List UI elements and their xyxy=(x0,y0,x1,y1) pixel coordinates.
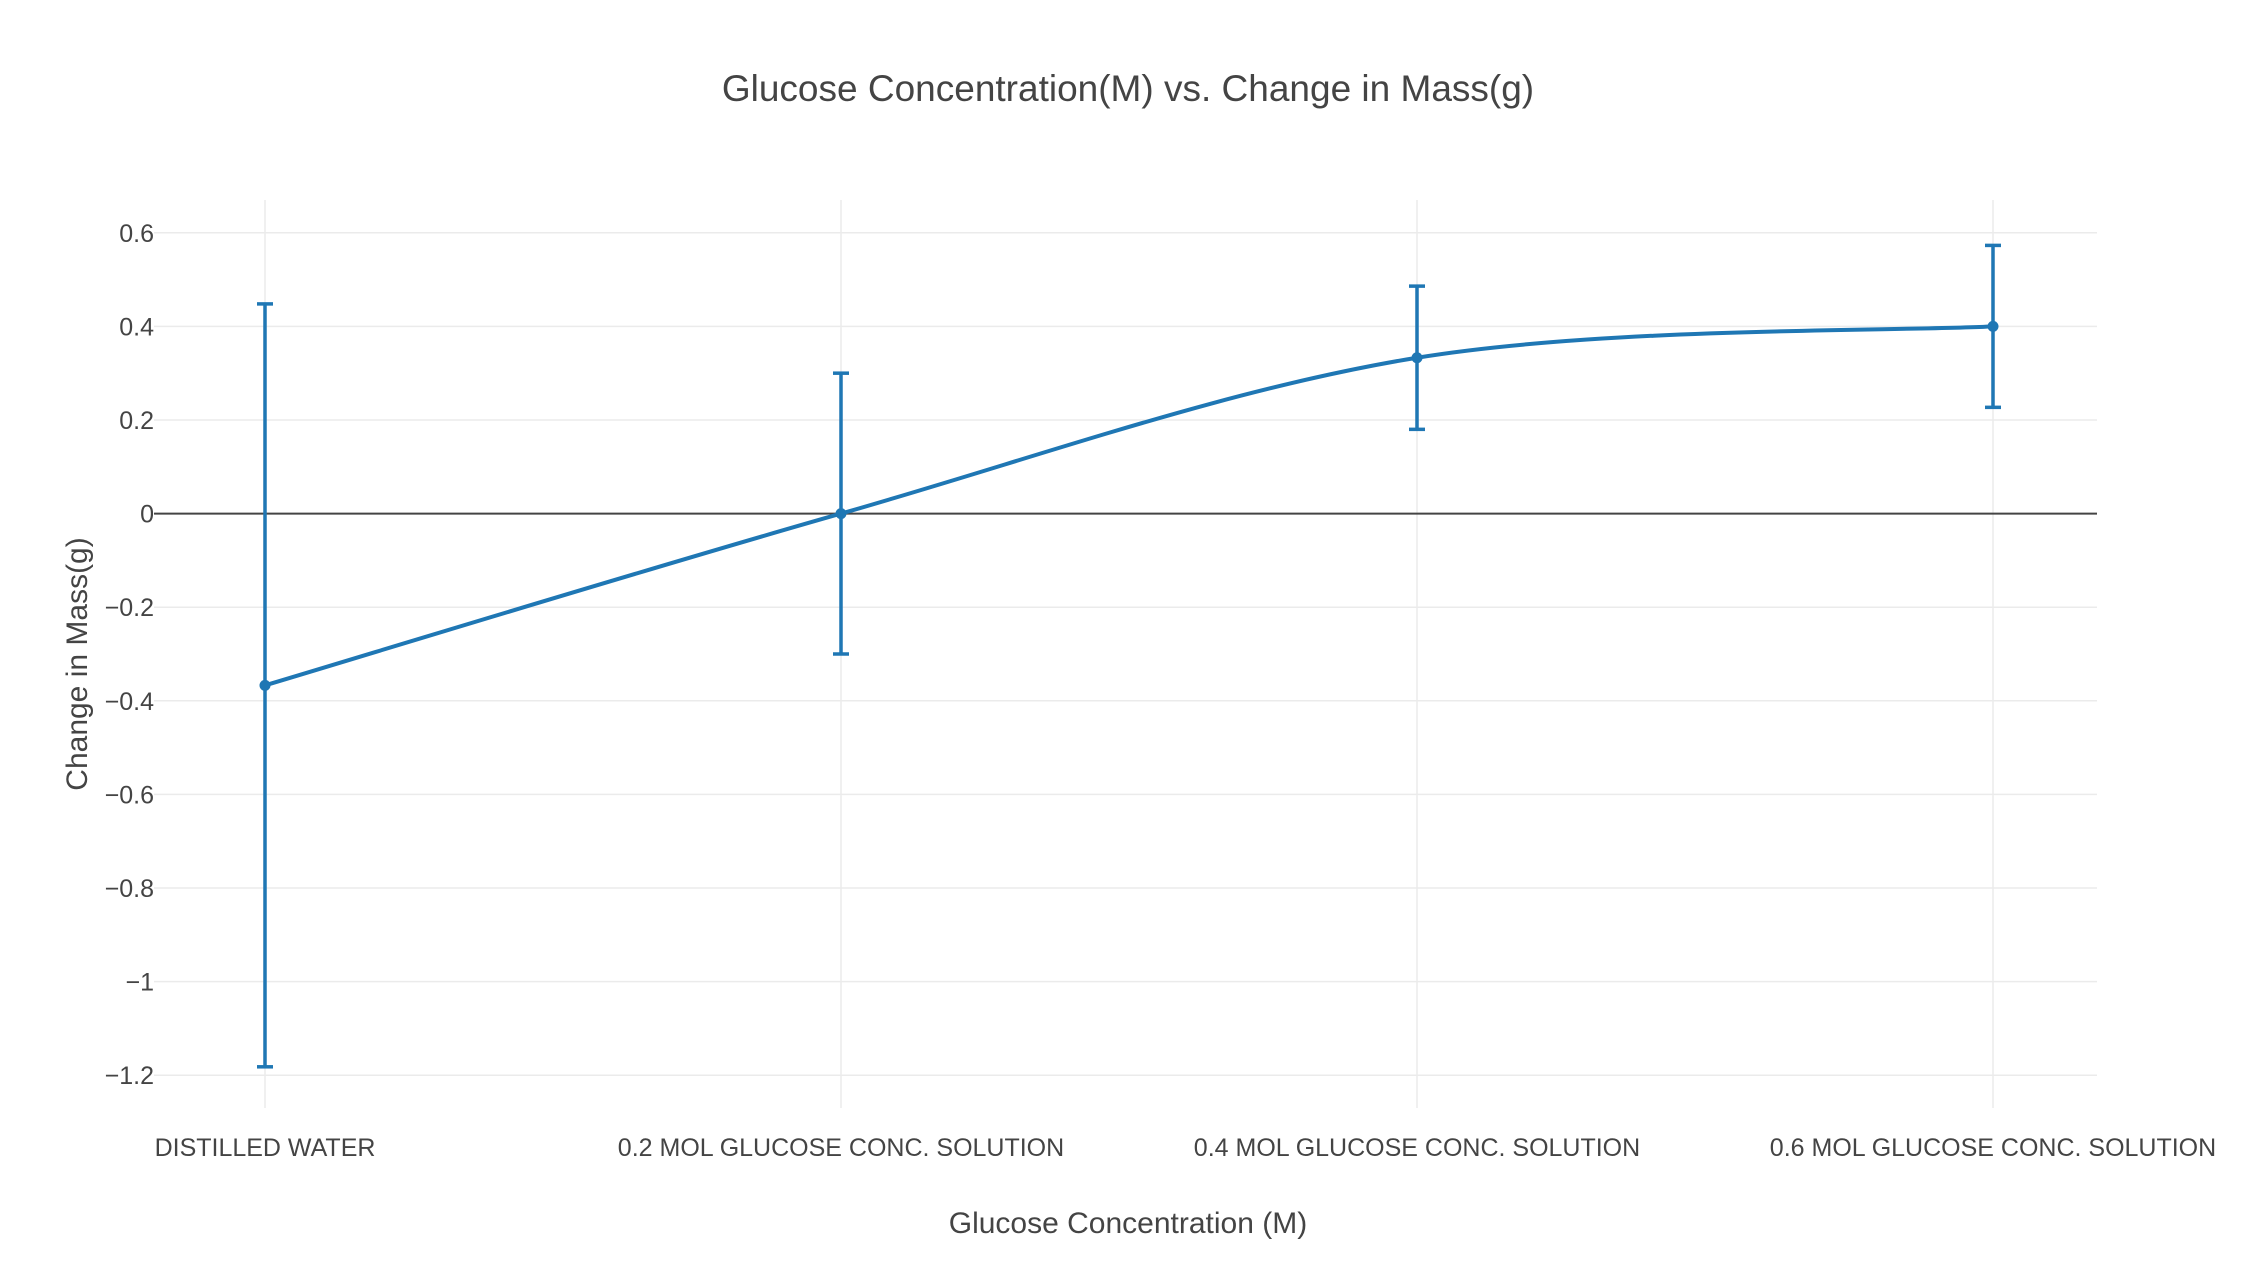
y-tick-label: 0.4 xyxy=(119,313,154,341)
x-tick-label: 0.4 MOL GLUCOSE CONC. SOLUTION xyxy=(1194,1134,1640,1162)
y-tick-label: 0.6 xyxy=(119,220,154,248)
tick-label-layer: 0.6 0.4 0.2 0 −0.2 −0.4 −0.6 −0.8 −1 −1.2 DISTILLE… xyxy=(105,220,2217,1162)
x-tick-label: DISTILLED WATER xyxy=(155,1134,376,1162)
y-tick-label: 0.2 xyxy=(119,407,154,435)
y-tick-label: −1 xyxy=(125,969,154,997)
y-tick-label: −0.2 xyxy=(105,594,154,622)
data-point xyxy=(1987,320,1999,332)
chart-title: Glucose Concentration(M) vs. Change in M… xyxy=(722,68,1534,109)
y-tick-label: −0.6 xyxy=(105,781,154,809)
y-axis-title: Change in Mass(g) xyxy=(61,537,94,790)
y-tick-label: −0.4 xyxy=(105,688,154,716)
x-axis-title: Glucose Concentration (M) xyxy=(949,1207,1307,1240)
y-tick-label: 0 xyxy=(140,501,154,529)
x-tick-label: 0.6 MOL GLUCOSE CONC. SOLUTION xyxy=(1770,1134,2216,1162)
series-layer xyxy=(257,243,2001,1069)
x-tick-label: 0.2 MOL GLUCOSE CONC. SOLUTION xyxy=(618,1134,1064,1162)
y-tick-label: −0.8 xyxy=(105,875,154,903)
data-point xyxy=(259,679,271,691)
data-point xyxy=(1411,352,1423,364)
series-line xyxy=(264,324,1994,688)
data-point xyxy=(835,508,847,520)
y-tick-label: −1.2 xyxy=(105,1062,154,1090)
